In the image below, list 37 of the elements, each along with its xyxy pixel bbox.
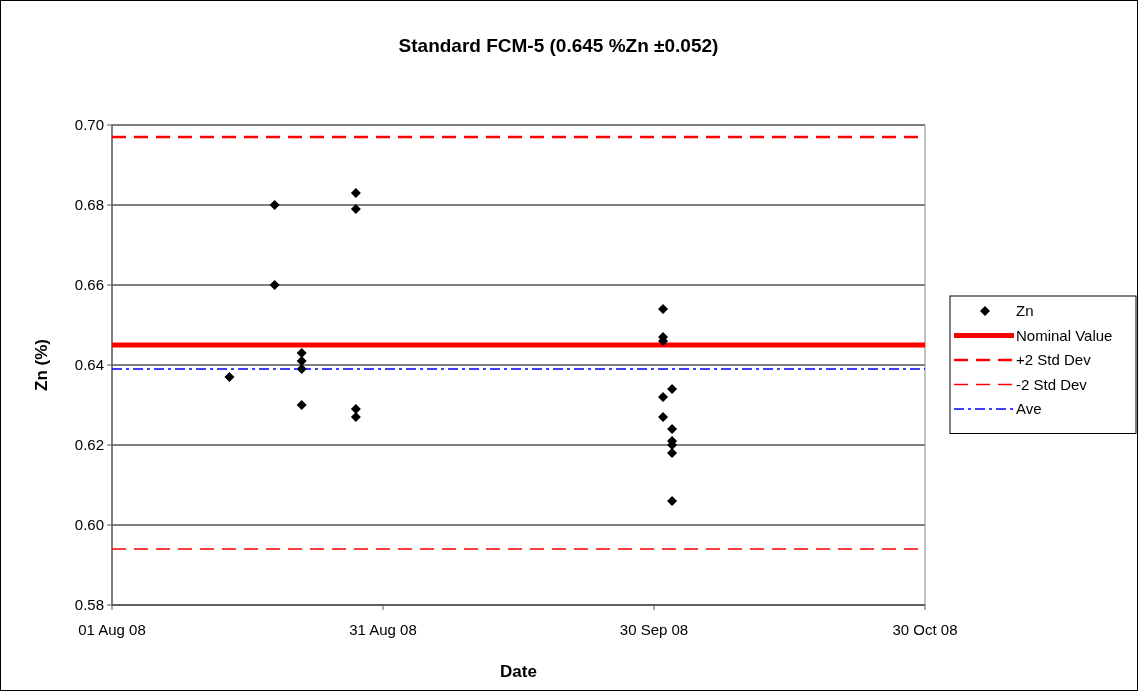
point xyxy=(658,412,669,422)
y-tick-label: 0.64 xyxy=(74,356,104,373)
legend-label: -2 Std Dev xyxy=(1016,375,1088,393)
legend-label: Zn xyxy=(1016,302,1034,319)
chart-title: Standard FCM-5 (0.645 %Zn ±0.052) xyxy=(398,35,719,56)
point xyxy=(296,364,307,374)
y-tick-label: 0.60 xyxy=(74,516,104,533)
y-tick-label: 0.58 xyxy=(74,596,104,613)
point xyxy=(667,448,678,458)
point xyxy=(269,280,280,290)
point xyxy=(658,392,669,402)
point xyxy=(350,204,361,214)
point xyxy=(658,304,669,314)
legend-label: Nominal Value xyxy=(1016,326,1113,344)
y-tick-label: 0.62 xyxy=(74,436,104,453)
y-axis-title: Zn (%) xyxy=(32,339,51,391)
point xyxy=(296,348,307,358)
x-tick-label: 30 Oct 08 xyxy=(892,621,958,638)
x-tick-label: 01 Aug 08 xyxy=(78,621,146,638)
point xyxy=(350,404,361,414)
point xyxy=(224,372,235,382)
point xyxy=(350,412,361,422)
point xyxy=(667,384,678,394)
x-tick-label: 30 Sep 08 xyxy=(619,621,689,638)
y-tick-label: 0.68 xyxy=(74,196,104,213)
legend-label: +2 Std Dev xyxy=(1016,351,1092,368)
point xyxy=(296,356,307,366)
x-axis-title: Date xyxy=(500,662,537,681)
point xyxy=(350,188,361,198)
x-tick-label: 31 Aug 08 xyxy=(349,621,417,638)
legend-label: Ave xyxy=(1016,400,1042,417)
y-tick-label: 0.66 xyxy=(74,276,104,293)
point xyxy=(269,200,280,210)
y-tick-label: 0.70 xyxy=(74,116,104,133)
point xyxy=(296,400,307,410)
point xyxy=(667,496,678,506)
point xyxy=(667,424,678,434)
